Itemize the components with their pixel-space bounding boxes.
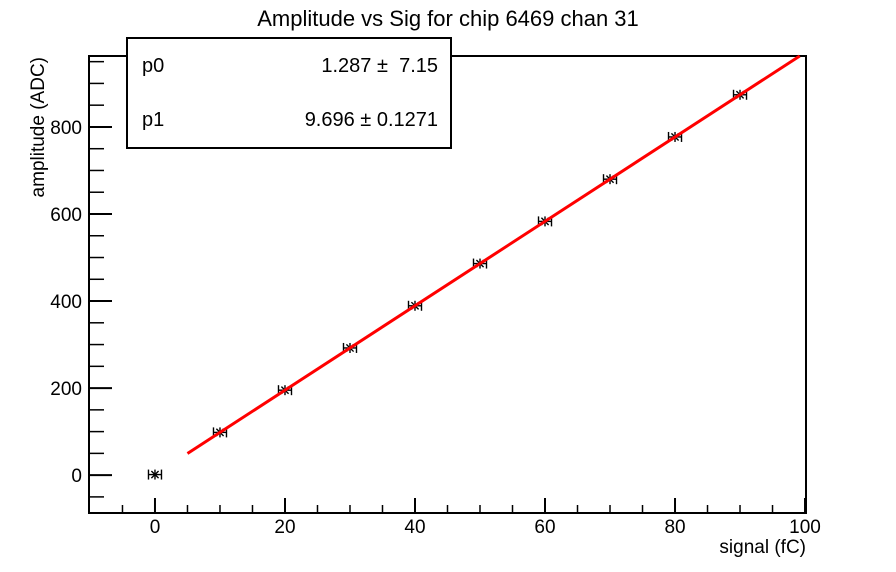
param-p1-name: p1 — [142, 108, 165, 131]
x-tick-label: 100 — [789, 517, 821, 538]
param-p0-name: p0 — [142, 54, 165, 77]
y-tick-label: 600 — [50, 205, 82, 226]
y-tick-label: 200 — [50, 379, 82, 400]
y-tick-label: 0 — [71, 466, 82, 487]
param-p0-value: 1.287 ± 7.15 — [321, 54, 438, 77]
param-p1-value: 9.696 ± 0.1271 — [304, 108, 438, 131]
data-point-marker — [150, 470, 160, 479]
x-tick-label: 60 — [534, 517, 555, 538]
plot-title: Amplitude vs Sig for chip 6469 chan 31 — [257, 6, 639, 31]
y-tick-label: 400 — [50, 292, 82, 313]
x-axis-title: signal (fC) — [719, 537, 806, 558]
stats-row-p0: p0 1.287 ± 7.15 — [128, 39, 450, 93]
x-tick-label: 0 — [150, 517, 161, 538]
y-axis-title: amplitude (ADC) — [28, 57, 49, 197]
fit-line — [186, 54, 801, 455]
stats-row-p1: p1 9.696 ± 0.1271 — [128, 93, 450, 147]
x-tick-label: 40 — [404, 517, 425, 538]
y-tick-label: 800 — [50, 118, 82, 139]
x-tick-label: 80 — [664, 517, 685, 538]
fit-stats-box: p0 1.287 ± 7.15 p1 9.696 ± 0.1271 — [126, 37, 452, 149]
x-tick-label: 20 — [274, 517, 295, 538]
